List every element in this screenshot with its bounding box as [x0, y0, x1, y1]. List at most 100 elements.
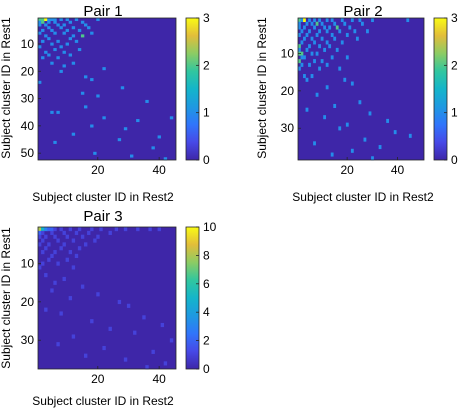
y-axis-label: Subject cluster ID in Rest1	[0, 17, 13, 159]
heatmap-cell	[300, 40, 304, 45]
heatmap-cell	[303, 18, 306, 23]
colorbar-tick-label: 0	[203, 153, 210, 167]
heatmap-cell	[53, 250, 57, 255]
heatmap-cell	[50, 18, 54, 22]
heatmap-cell	[71, 334, 76, 339]
colorbar	[433, 17, 448, 161]
heatmap-cell	[333, 36, 337, 41]
heatmap-cell	[44, 227, 48, 232]
heatmap-cell	[371, 156, 374, 161]
heatmap-cell	[44, 50, 48, 54]
heatmap-cell	[305, 77, 309, 82]
heatmap-cell	[84, 23, 88, 27]
heatmap-cell	[145, 99, 149, 103]
y-tick-label: 10	[21, 256, 35, 270]
heatmap-cell	[65, 257, 69, 262]
heatmap-cell	[87, 230, 91, 235]
heatmap-cell	[151, 349, 155, 354]
heatmap-cell	[133, 330, 137, 335]
heatmap-cell	[84, 105, 88, 109]
heatmap-cell	[330, 32, 334, 37]
heatmap-cell	[41, 238, 45, 243]
heatmap-cell	[56, 56, 60, 60]
chart-title: Pair 1	[83, 3, 122, 20]
heatmap-cell	[47, 18, 51, 22]
heatmap-cell	[71, 238, 76, 243]
heatmap-plot: 20 40 10 20 30 0 1 2 3	[281, 11, 458, 177]
heatmap-cell	[303, 36, 306, 41]
heatmap-cell	[47, 53, 51, 57]
heatmap-cell	[53, 227, 57, 232]
heatmap-cell	[90, 227, 94, 232]
heatmap-cell	[313, 25, 316, 30]
heatmap-cell	[315, 51, 319, 56]
heatmap-cell	[56, 23, 60, 27]
heatmap-cell	[310, 21, 314, 26]
heatmap-background	[298, 18, 424, 160]
heatmap-panel-3: Pair 3 Subject cluster ID in Rest1 Subje…	[0, 208, 217, 408]
heatmap-cell	[340, 40, 344, 45]
heatmap-cell	[68, 227, 73, 232]
heatmap-cell	[77, 28, 82, 32]
heatmap-cell	[71, 132, 76, 136]
heatmap-cell	[47, 26, 51, 30]
heatmap-cell	[90, 78, 94, 82]
heatmap-cell	[151, 146, 155, 150]
heatmap-cell	[62, 23, 66, 27]
heatmap-cell	[50, 230, 54, 235]
heatmap-cell	[345, 55, 349, 60]
heatmap-cell	[310, 36, 314, 41]
heatmap-cell	[62, 64, 66, 68]
heatmap-cell	[358, 18, 362, 23]
heatmap-cell	[355, 36, 359, 41]
heatmap-cell	[50, 288, 54, 293]
heatmap-cell	[62, 242, 66, 247]
heatmap-cell	[313, 18, 316, 23]
heatmap-cell	[303, 25, 306, 30]
y-tick-label: 30	[21, 333, 35, 347]
heatmap-cell	[44, 18, 48, 22]
heatmap-cell	[53, 48, 57, 52]
heatmap-cell	[315, 21, 319, 26]
heatmap-cell	[298, 44, 301, 49]
heatmap-cell	[363, 137, 367, 142]
heatmap-cell	[353, 29, 357, 34]
heatmap-cell	[305, 107, 309, 112]
heatmap-cell	[308, 44, 311, 49]
heatmap-cell	[38, 45, 42, 49]
chart-title: Pair 2	[343, 3, 382, 20]
heatmap-cell	[38, 80, 42, 84]
heatmap-background	[38, 227, 176, 369]
heatmap-cell	[41, 261, 45, 266]
chart-title: Pair 3	[83, 208, 122, 225]
heatmap-cell	[41, 227, 45, 232]
heatmap-cell	[160, 322, 165, 328]
heatmap-cell	[102, 345, 106, 351]
x-tick-label: 40	[152, 372, 166, 386]
heatmap-cell	[68, 20, 73, 24]
heatmap-cell	[44, 23, 48, 27]
heatmap-cell	[298, 32, 301, 37]
heatmap-cell	[328, 44, 332, 49]
heatmap-cell	[38, 234, 42, 239]
heatmap-cell	[320, 21, 324, 26]
heatmap-cell	[130, 154, 134, 158]
heatmap-cell	[298, 21, 301, 26]
heatmap-cell	[41, 56, 45, 60]
heatmap-cell	[53, 18, 57, 22]
heatmap-cell	[300, 51, 304, 56]
heatmap-cell	[330, 152, 334, 157]
heatmap-cell	[99, 227, 103, 232]
heatmap-cell	[41, 20, 45, 24]
heatmap-cell	[47, 37, 51, 41]
colorbar-tick-label: 0	[203, 362, 210, 376]
heatmap-cell	[47, 242, 51, 247]
heatmap-cell	[323, 115, 327, 120]
heatmap-cell	[298, 18, 301, 23]
plot-frame	[37, 17, 177, 161]
y-tick-label: 50	[21, 146, 35, 160]
heatmap-cell	[136, 227, 140, 232]
heatmap-cell	[148, 227, 152, 232]
heatmap-cell	[123, 357, 128, 362]
